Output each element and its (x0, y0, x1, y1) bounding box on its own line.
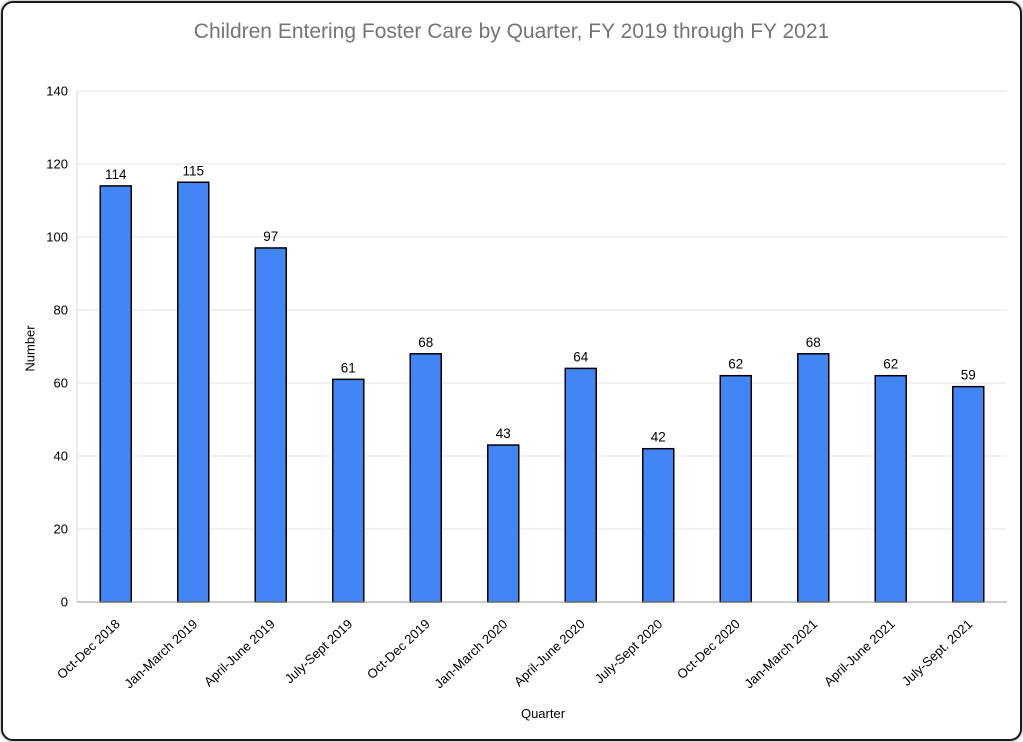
bar (797, 353, 830, 603)
bar-value-label: 68 (806, 335, 821, 350)
bar-chart: 0 20 40 60 80 100 120 140 114 115 97 61 68 43 64 42 62 68… (46, 84, 1007, 691)
x-category-label: July-Sept. 2021 (899, 616, 975, 689)
bar (409, 353, 442, 603)
x-category-label: July-Sept 2019 (282, 616, 356, 686)
y-tick-label: 20 (54, 522, 68, 537)
bar (99, 185, 132, 603)
y-tick-label: 100 (46, 230, 68, 245)
bar-value-label: 59 (961, 368, 976, 383)
y-tick-label: 120 (46, 157, 68, 172)
x-category-label: Jan-March 2020 (431, 616, 510, 691)
bar-value-label: 62 (883, 357, 898, 372)
bar (874, 374, 907, 603)
bar (719, 374, 752, 603)
bar-value-label: 115 (182, 163, 204, 178)
y-tick-label: 40 (54, 449, 68, 464)
x-category-label: April-June 2020 (511, 616, 588, 689)
chart-title: Children Entering Foster Care by Quarter… (193, 20, 830, 43)
bar (642, 447, 675, 603)
bar (564, 367, 597, 603)
y-tick-label: 140 (46, 84, 68, 99)
x-category-label: April-June 2019 (201, 616, 278, 689)
bar-value-label: 68 (418, 335, 433, 350)
y-tick-label: 0 (61, 595, 68, 610)
y-axis-title: Number (22, 325, 38, 372)
x-category-label: Jan-March 2021 (741, 616, 820, 691)
bar (952, 385, 985, 603)
x-category-label: Oct-Dec 2020 (674, 616, 743, 682)
x-category-label: Jan-March 2019 (121, 616, 200, 691)
bar-value-label: 42 (651, 430, 666, 445)
bar (177, 181, 210, 603)
x-category-label: April-June 2021 (821, 616, 898, 689)
x-axis-title: Quarter (520, 706, 566, 721)
x-category-label: Oct-Dec 2019 (364, 616, 433, 682)
x-category-label: July-Sept 2020 (592, 616, 666, 686)
bar-value-label: 43 (496, 426, 511, 441)
bar (332, 378, 365, 603)
bar-value-label: 114 (105, 167, 127, 182)
bar-value-label: 62 (728, 357, 743, 372)
y-tick-label: 80 (54, 303, 68, 318)
y-tick-label: 60 (54, 376, 68, 391)
bar-value-label: 61 (341, 360, 356, 375)
bar (487, 444, 520, 603)
bar-value-label: 64 (573, 349, 589, 364)
bar (254, 247, 287, 603)
x-category-label: Oct-Dec 2018 (54, 616, 123, 682)
bar-value-label: 97 (263, 229, 278, 244)
